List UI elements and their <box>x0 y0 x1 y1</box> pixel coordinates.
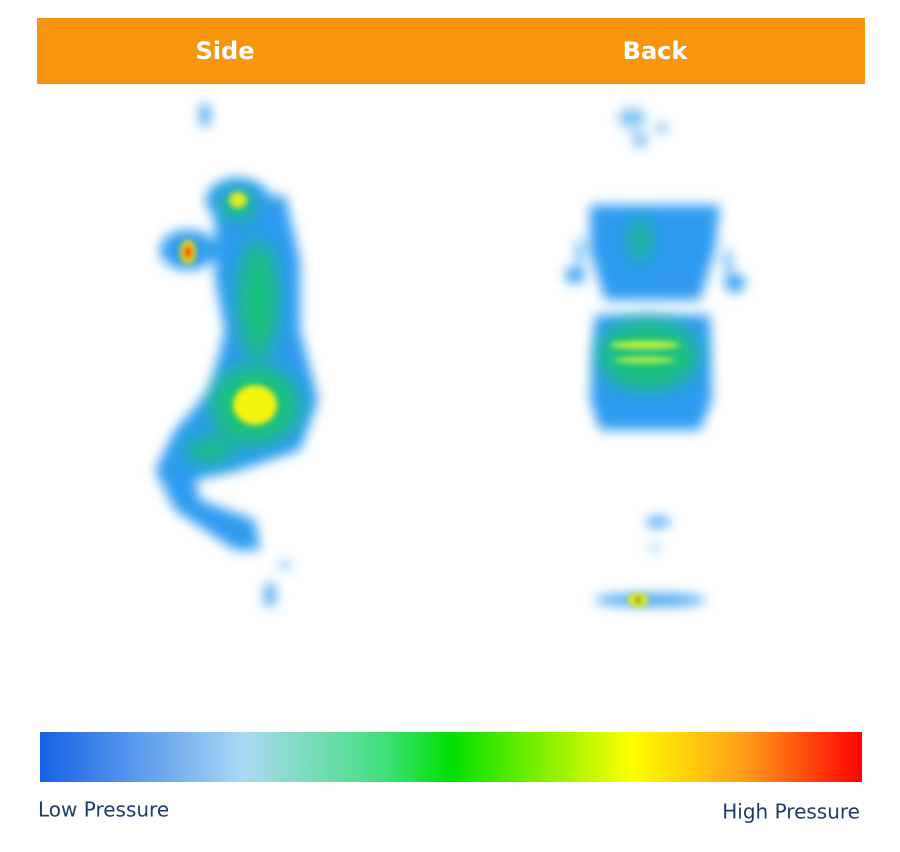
header-label: Side <box>196 37 255 65</box>
side-pressure-map <box>155 103 318 608</box>
legend-low: Low Pressure <box>38 798 169 822</box>
header-bar <box>37 18 865 84</box>
legend-high: High Pressure <box>722 800 860 824</box>
back-pressure-map <box>565 108 745 607</box>
pressure-scale <box>40 732 862 782</box>
header-label: Back <box>623 37 689 65</box>
